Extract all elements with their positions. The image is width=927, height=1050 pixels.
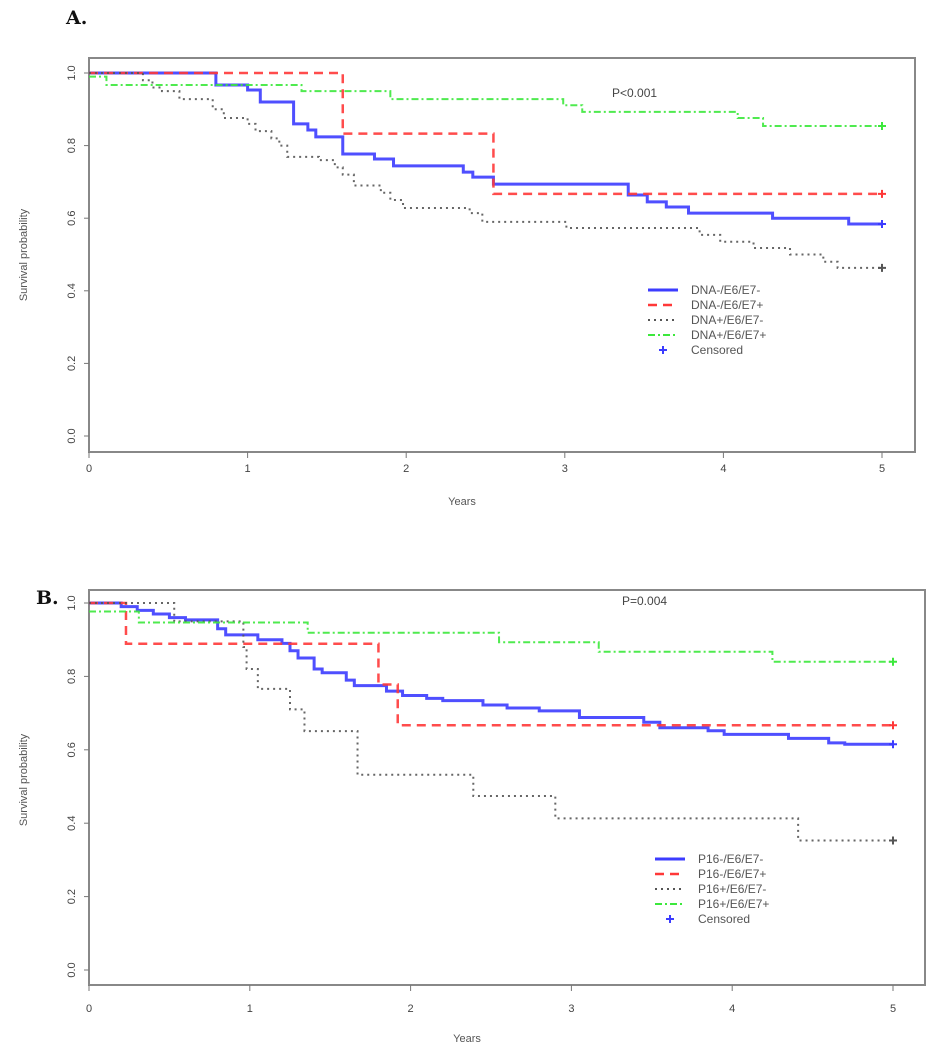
survival-curve-dashed [89,601,893,727]
legend-label: DNA+/E6/E7+ [691,328,766,342]
censor-mark [878,121,886,130]
survival-curve-dotdash [89,75,882,127]
legend-label: DNA-/E6/E7- [691,283,760,297]
x-tick-label: 2 [403,463,409,475]
survival-curve-dotted [89,602,893,842]
y-tick-label: 0.4 [66,816,78,831]
survival-curve-dotted [89,72,882,269]
y-tick-label: 0.4 [66,283,78,298]
y-tick-label: 1.0 [66,65,78,80]
x-tick-label: 1 [247,1003,253,1015]
y-axis-title: Survival probability [18,733,30,826]
legend-label: P16+/E6/E7- [698,882,766,896]
censor-mark [889,657,897,666]
x-axis-title: Years [448,496,476,508]
x-tick-label: 5 [879,463,885,475]
survival-curve-dotdash [89,610,893,663]
x-tick-label: 0 [86,463,92,475]
legend-label: DNA-/E6/E7+ [691,298,763,312]
legend-label: P16-/E6/E7+ [698,867,766,881]
censor-mark [878,263,886,272]
x-tick-label: 2 [408,1003,414,1015]
plot-frame [88,589,926,986]
panel-label: B. [36,587,59,609]
x-tick-label: 5 [890,1003,896,1015]
x-tick-label: 3 [568,1003,574,1015]
p-value-annotation: P<0.001 [612,86,657,100]
censor-mark [889,836,897,845]
legend-label-censored: Censored [698,912,750,926]
x-tick-label: 4 [729,1003,735,1015]
legend-label: P16+/E6/E7+ [698,897,769,911]
legend-label-censored: Censored [691,343,743,357]
survival-curve-solid [89,71,882,226]
y-tick-label: 0.8 [66,669,78,684]
legend-label: DNA+/E6/E7- [691,313,763,327]
x-tick-label: 4 [720,463,726,475]
x-tick-label: 1 [245,463,251,475]
legend-censored-marker [666,915,674,923]
chart-panel-a: A. 0 1 2 3 4 5 0.0 0.2 0.4 0.6 0.8 1.0 Years Survival … [18,7,916,508]
y-tick-label: 0.0 [66,428,78,443]
x-tick-label: 3 [562,463,568,475]
survival-curve-solid [89,601,893,746]
plot-frame [88,57,916,453]
x-tick-label: 0 [86,1003,92,1015]
censor-mark [889,740,897,749]
y-tick-label: 0.8 [66,138,78,153]
x-axis-title: Years [453,1033,481,1045]
p-value-annotation: P=0.004 [622,594,667,608]
censor-mark [878,220,886,229]
panel-label: A. [65,7,87,29]
y-tick-label: 1.0 [66,595,78,610]
chart-panel-b: B. 0 1 2 3 4 5 0.0 0.2 0.4 0.6 0.8 1.0 Years Survival … [18,587,926,1045]
censor-mark [878,189,886,198]
legend-censored-marker [659,346,667,354]
y-axis-title: Survival probability [18,208,30,301]
survival-curve-dashed [89,71,882,196]
y-tick-label: 0.6 [66,211,78,226]
censor-mark [889,721,897,730]
legend-label: P16-/E6/E7- [698,852,763,866]
y-tick-label: 0.6 [66,742,78,757]
y-tick-label: 0.2 [66,889,78,904]
y-tick-label: 0.2 [66,356,78,371]
y-tick-label: 0.0 [66,962,78,977]
